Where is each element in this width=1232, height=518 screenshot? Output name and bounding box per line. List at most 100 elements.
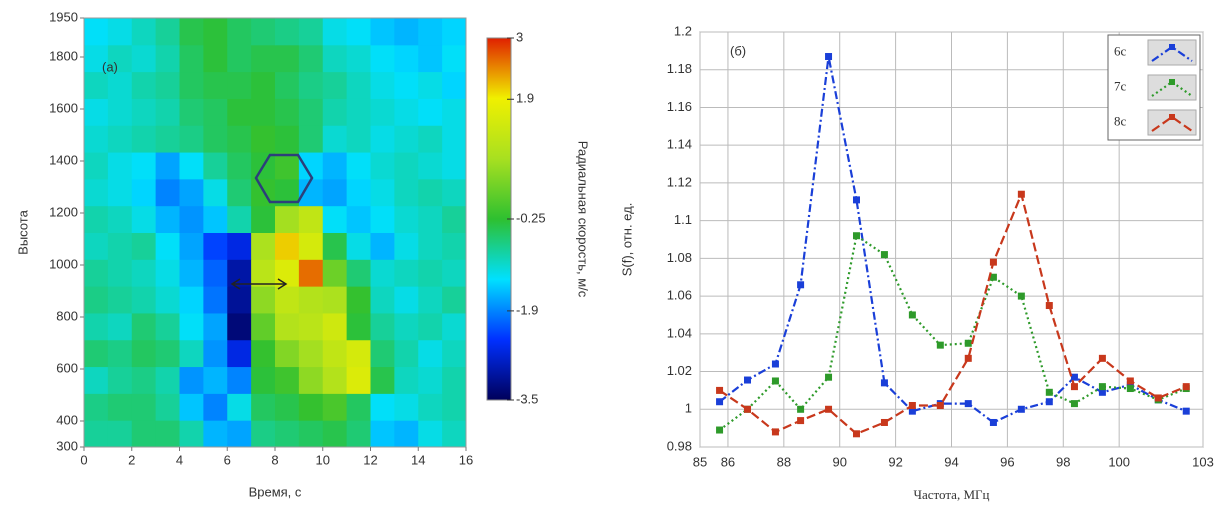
heatmap-cell xyxy=(442,71,467,99)
heatmap-cell xyxy=(84,259,109,287)
data-point xyxy=(825,405,833,413)
y-tick-label: 1.14 xyxy=(667,137,692,152)
heatmap-cell xyxy=(370,366,395,394)
heatmap-cell xyxy=(370,259,395,287)
heatmap-cell xyxy=(394,44,419,73)
data-point xyxy=(1098,388,1106,396)
x-tick-label: 6 xyxy=(224,452,231,467)
colorbar-tick-label: 3 xyxy=(516,29,523,44)
heatmap-cell xyxy=(346,71,371,99)
data-point xyxy=(771,360,779,368)
heatmap-cell xyxy=(131,232,157,260)
heatmap-cell xyxy=(394,312,419,341)
heatmap-cell xyxy=(346,18,371,46)
heatmap-cell xyxy=(394,286,419,314)
heatmap-cell xyxy=(442,339,467,368)
legend-swatch-bg xyxy=(1147,109,1197,136)
heatmap-cell xyxy=(346,125,371,153)
heatmap-cell xyxy=(394,339,419,368)
heatmap-cell xyxy=(227,44,252,73)
data-point xyxy=(936,341,944,349)
data-point xyxy=(1045,388,1053,396)
data-point xyxy=(1182,407,1190,415)
heatmap-cell xyxy=(322,98,348,126)
heatmap-cell xyxy=(322,259,348,287)
heatmap-cell xyxy=(394,152,419,180)
y-tick-label: 1.08 xyxy=(667,250,692,265)
heatmap-cell xyxy=(251,339,276,368)
data-point xyxy=(852,232,860,240)
heatmap-cell xyxy=(179,232,204,260)
heatmap-cell xyxy=(275,18,300,46)
heatmap-cell xyxy=(298,232,324,260)
heatmap-cell xyxy=(418,71,443,99)
heatmap-cell xyxy=(179,98,204,126)
data-point xyxy=(797,417,805,425)
data-point xyxy=(989,258,997,266)
heatmap-cell xyxy=(346,339,371,368)
heatmap-cell xyxy=(394,393,419,421)
x-axis-label: Время, с xyxy=(249,484,302,499)
legend-swatch xyxy=(1151,80,1193,97)
legend-label: 7с xyxy=(1114,78,1127,93)
panel-label: (a) xyxy=(102,59,118,74)
data-point xyxy=(1098,354,1106,362)
heatmap-cell xyxy=(84,44,109,73)
heatmap-cell xyxy=(131,366,157,394)
y-tick-label: 1.06 xyxy=(667,288,692,303)
panel-label: (б) xyxy=(730,43,746,58)
hexagon-marker xyxy=(254,153,314,204)
data-point xyxy=(797,281,805,289)
data-point xyxy=(1182,383,1190,391)
y-tick-label: 1800 xyxy=(49,48,78,63)
heatmap-cell xyxy=(179,393,204,421)
heatmap-cell xyxy=(442,259,467,287)
heatmap-cell xyxy=(107,339,133,368)
legend-label: 6с xyxy=(1114,43,1127,58)
heatmap-cell xyxy=(346,98,371,126)
data-point xyxy=(797,405,805,413)
heatmap-cell xyxy=(418,152,443,180)
heatmap-cell xyxy=(322,125,348,153)
heatmap-cell xyxy=(298,312,324,341)
heatmap-cell xyxy=(275,205,300,233)
heatmap-cell xyxy=(251,312,276,341)
heatmap-cell xyxy=(442,393,467,421)
x-tick-label: 16 xyxy=(459,452,473,467)
heatmap-cell xyxy=(107,232,133,260)
arrow-head xyxy=(230,278,288,290)
heatmap-cell xyxy=(251,205,276,233)
heatmap-cell xyxy=(203,98,228,126)
heatmap-cell xyxy=(442,98,467,126)
y-tick-label: 1.02 xyxy=(667,363,692,378)
heatmap-cell xyxy=(203,393,228,421)
x-tick-label: 12 xyxy=(363,452,377,467)
heatmap-cell xyxy=(346,393,371,421)
heatmap-cell xyxy=(418,44,443,73)
heatmap-cell xyxy=(418,232,443,260)
heatmap-cell xyxy=(107,366,133,394)
heatmap-cell xyxy=(179,312,204,341)
heatmap-cell xyxy=(442,312,467,341)
heatmap-cell xyxy=(155,393,180,421)
heatmap-cell xyxy=(275,259,300,287)
heatmap-cell xyxy=(370,205,395,233)
data-point xyxy=(989,273,997,281)
data-point xyxy=(744,405,752,413)
heatmap-cell xyxy=(179,339,204,368)
heatmap-cell xyxy=(84,232,109,260)
heatmap-cell xyxy=(179,420,204,448)
x-tick-label: 4 xyxy=(176,452,183,467)
y-tick-label: 1.18 xyxy=(667,61,692,76)
data-point xyxy=(908,407,916,415)
heatmap-cell xyxy=(131,286,157,314)
heatmap-cell xyxy=(203,178,228,207)
heatmap-cell xyxy=(394,259,419,287)
heatmap-cell xyxy=(298,366,324,394)
heatmap-cell xyxy=(418,286,443,314)
heatmap-cell xyxy=(394,178,419,207)
y-axis-label: S(f), отн. ед. xyxy=(619,203,634,277)
y-tick-label: 1 xyxy=(685,401,692,416)
heatmap-cell xyxy=(203,71,228,99)
heatmap-cell xyxy=(418,178,443,207)
